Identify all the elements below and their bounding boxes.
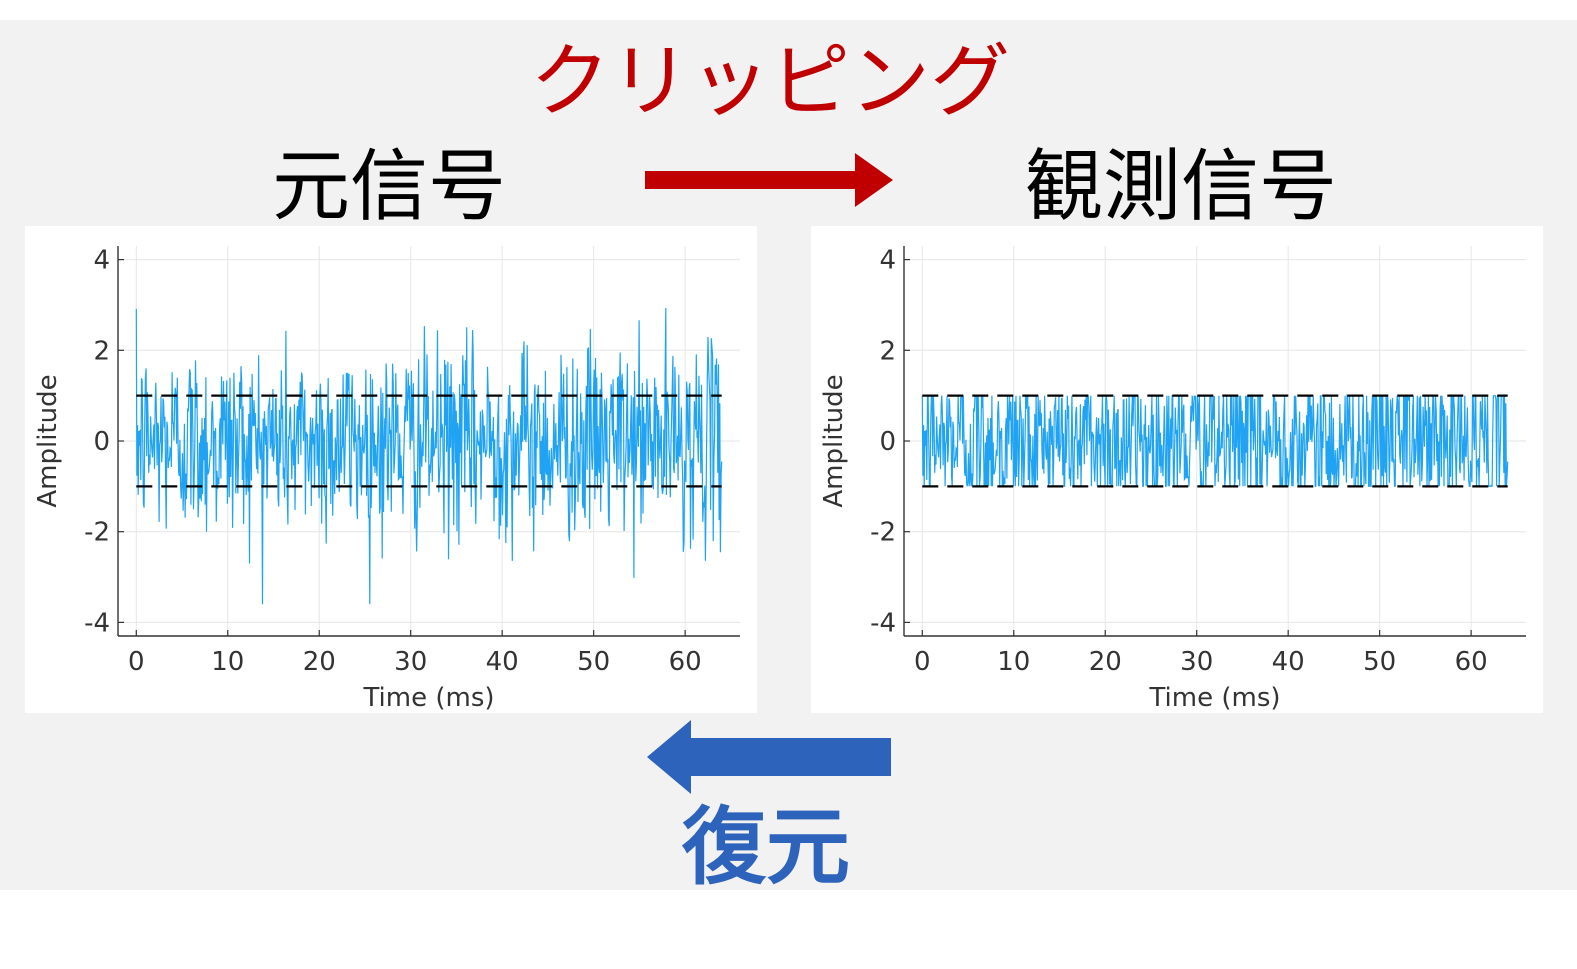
y-tick-label: -4 xyxy=(84,608,110,638)
original-signal-title: 元信号 xyxy=(272,142,507,232)
y-tick-label: 2 xyxy=(879,336,896,366)
x-axis-title: Time (ms) xyxy=(1148,683,1280,713)
y-axis-title: Amplitude xyxy=(819,374,849,507)
arrow-left-icon xyxy=(647,720,891,794)
x-tick-label: 60 xyxy=(669,647,702,677)
x-tick-label: 0 xyxy=(128,647,145,677)
observed-signal-title: 観測信号 xyxy=(1025,142,1338,232)
arrow-right-icon xyxy=(645,153,893,207)
y-tick-label: 4 xyxy=(93,246,110,276)
x-tick-label: 20 xyxy=(303,647,336,677)
y-tick-label: 2 xyxy=(93,336,110,366)
y-tick-label: 0 xyxy=(93,427,110,457)
original-signal-plot: 0 10 20 30 40 50 60 -4 -2 0 2 4 Time (ms) Amplitude xyxy=(33,246,740,713)
x-tick-label: 10 xyxy=(211,647,244,677)
signal-series-line xyxy=(135,307,723,605)
y-tick-label: 0 xyxy=(879,427,896,457)
observed-signal-plot: 0 10 20 30 40 50 60 -4 -2 0 2 4 Time (ms) Amplitude xyxy=(819,246,1526,713)
restore-label: 復元 xyxy=(682,798,851,896)
x-tick-label: 30 xyxy=(394,647,427,677)
original-signal-chart: 0 10 20 30 40 50 60 -4 -2 0 2 4 Time (ms) Amplitude xyxy=(25,226,757,713)
x-tick-label: 60 xyxy=(1455,647,1488,677)
slide-background: クリッピング 元信号 観測信号 復元 0 10 20 30 40 50 60 -4 -2 0 2 4 T… xyxy=(0,20,1577,890)
y-tick-label: -2 xyxy=(84,518,110,548)
y-tick-label: 4 xyxy=(879,246,896,276)
x-tick-label: 30 xyxy=(1180,647,1213,677)
x-tick-label: 10 xyxy=(997,647,1030,677)
x-axis-title: Time (ms) xyxy=(362,683,494,713)
x-tick-label: 20 xyxy=(1089,647,1122,677)
y-tick-label: -2 xyxy=(870,518,896,548)
x-tick-label: 50 xyxy=(1363,647,1396,677)
x-tick-label: 0 xyxy=(914,647,931,677)
x-tick-label: 50 xyxy=(577,647,610,677)
observed-signal-chart: 0 10 20 30 40 50 60 -4 -2 0 2 4 Time (ms) Amplitude xyxy=(811,226,1543,713)
x-tick-label: 40 xyxy=(486,647,519,677)
x-tick-label: 40 xyxy=(1272,647,1305,677)
clipping-label: クリッピング xyxy=(530,35,1010,128)
y-axis-title: Amplitude xyxy=(33,374,63,507)
y-tick-label: -4 xyxy=(870,608,896,638)
